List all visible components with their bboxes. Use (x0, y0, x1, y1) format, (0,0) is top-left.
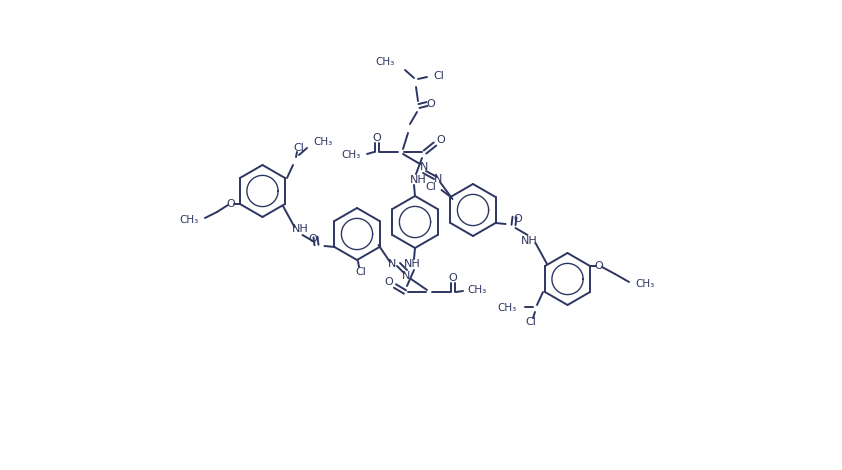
Text: CH₃: CH₃ (179, 215, 199, 225)
Text: Cl: Cl (425, 182, 436, 192)
Text: O: O (308, 234, 317, 244)
Text: O: O (449, 273, 457, 283)
Text: Cl: Cl (433, 71, 444, 81)
Text: CH₃: CH₃ (313, 137, 333, 147)
Text: NH: NH (521, 236, 538, 246)
Text: O: O (373, 133, 381, 143)
Text: O: O (437, 135, 445, 145)
Text: CH₃: CH₃ (342, 150, 361, 160)
Text: N: N (388, 259, 397, 269)
Text: N: N (420, 162, 429, 172)
Text: NH: NH (292, 224, 309, 234)
Text: O: O (427, 99, 435, 109)
Text: Cl: Cl (355, 267, 366, 277)
Text: Cl: Cl (294, 143, 305, 153)
Text: N: N (402, 271, 410, 281)
Text: NH: NH (403, 259, 420, 269)
Text: O: O (513, 214, 522, 224)
Text: CH₃: CH₃ (498, 303, 517, 313)
Text: Cl: Cl (525, 317, 536, 327)
Text: NH: NH (409, 175, 426, 185)
Text: CH₃: CH₃ (376, 57, 395, 67)
Text: N: N (434, 174, 442, 184)
Text: O: O (226, 199, 236, 209)
Text: CH₃: CH₃ (635, 279, 654, 289)
Text: O: O (594, 261, 604, 271)
Text: CH₃: CH₃ (467, 285, 486, 295)
Text: O: O (385, 277, 393, 287)
